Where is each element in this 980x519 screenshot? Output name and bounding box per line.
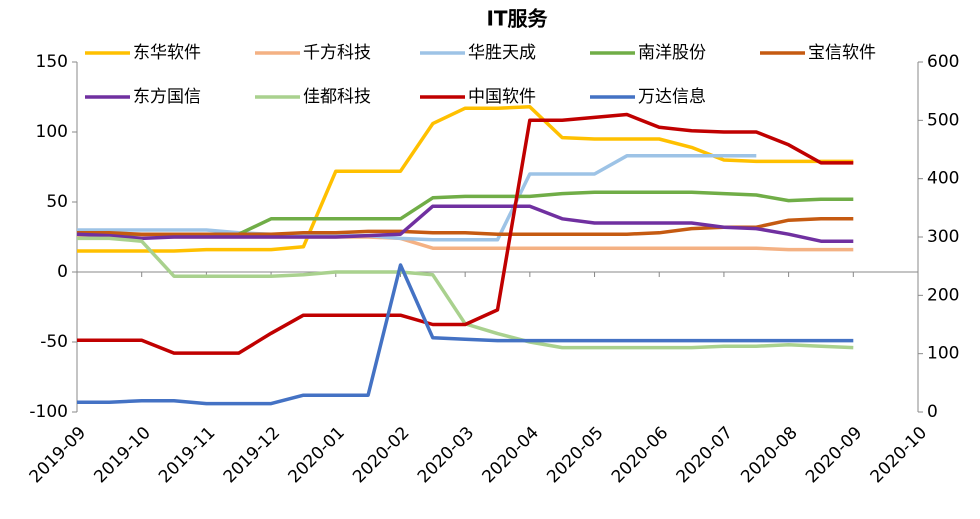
legend-label: 佳都科技: [303, 87, 371, 107]
series-line: [76, 204, 854, 243]
y2-tick-label: 500: [927, 110, 959, 130]
y2-tick-label: 300: [927, 227, 959, 247]
legend-label: 千方科技: [303, 43, 371, 63]
y-tick-label: 50: [46, 192, 68, 212]
legend-label: 东华软件: [133, 43, 201, 63]
legend-label: 华胜天成: [468, 43, 536, 63]
legend-label: 中国软件: [468, 87, 536, 107]
legend-label: 东方国信: [133, 87, 201, 107]
y2-tick-label: 0: [927, 402, 938, 422]
series-line: [77, 112, 854, 355]
x-tick-label: 2020-08: [737, 423, 801, 487]
y-tick-label: 0: [57, 262, 68, 282]
series-line: [77, 105, 854, 253]
x-tick-label: 2019-12: [220, 423, 284, 487]
y2-tick-label: 100: [927, 344, 959, 364]
series-line: [77, 236, 854, 350]
y-tick-label: 150: [36, 52, 68, 72]
x-tick-label: 2020-05: [543, 423, 607, 487]
y2-tick-label: 600: [927, 52, 959, 72]
x-tick-label: 2019-11: [155, 423, 219, 487]
y-tick-label: -50: [40, 332, 68, 352]
legend-label: 宝信软件: [808, 43, 876, 63]
y-tick-label: 100: [36, 122, 68, 142]
y-tick-label: -100: [29, 402, 68, 422]
legend-label: 万达信息: [638, 87, 706, 107]
x-tick-label: 2020-02: [349, 423, 413, 487]
legend-label: 南洋股份: [638, 43, 706, 63]
x-tick-label: 2020-09: [802, 423, 866, 487]
series-line: [77, 154, 757, 242]
x-tick-label: 2019-10: [90, 423, 154, 487]
x-tick-label: 2020-03: [414, 423, 478, 487]
x-tick-label: 2019-09: [26, 423, 90, 487]
x-tick-label: 2020-10: [867, 423, 931, 487]
x-tick-label: 2020-04: [479, 423, 543, 487]
x-tick-label: 2020-07: [673, 423, 737, 487]
y2-tick-label: 200: [927, 285, 959, 305]
series-line: [77, 263, 854, 406]
x-tick-label: 2020-06: [608, 423, 672, 487]
chart-title: IT服务: [486, 7, 548, 31]
x-tick-label: 2020-01: [284, 423, 348, 487]
y2-tick-label: 400: [927, 169, 959, 189]
